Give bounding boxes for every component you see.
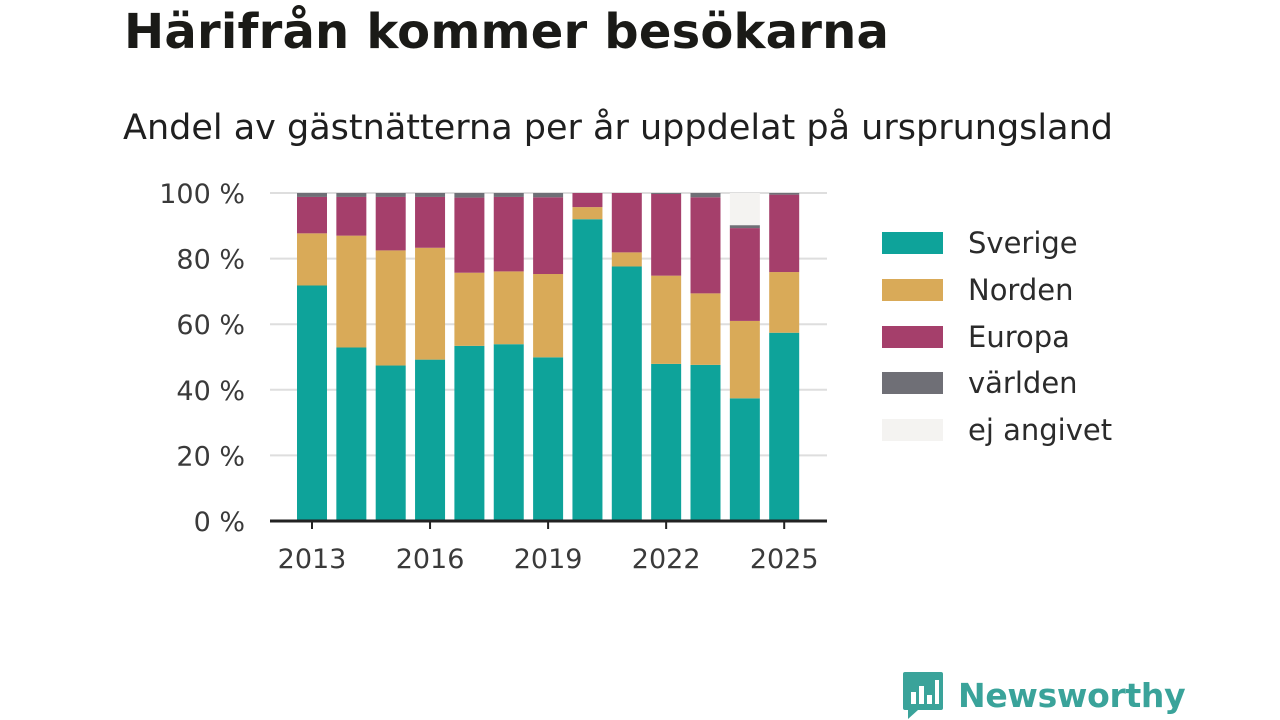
legend-label: Europa [968, 319, 1070, 354]
bar-segment [611, 193, 642, 253]
bar-segment [493, 193, 524, 197]
bar-segment [690, 197, 721, 294]
legend-item: världen [882, 360, 1112, 407]
bar-segment [415, 247, 446, 360]
chart-subtitle: Andel av gästnätterna per år uppdelat på… [123, 108, 1113, 148]
x-tick-label: 2016 [396, 544, 465, 575]
bar-segment [415, 359, 446, 521]
page-title: Härifrån kommer besökarna [124, 4, 890, 60]
bar-segment [297, 233, 327, 286]
bar-segment [336, 196, 367, 236]
bar-segment [729, 193, 760, 226]
bar-segment [375, 196, 406, 251]
bar-segment [454, 345, 485, 521]
bar-chart-speech-bubble-icon [903, 672, 943, 719]
bar-segment [415, 193, 446, 197]
bar-segment [572, 193, 603, 208]
legend-swatch [882, 372, 943, 395]
bar-segment [493, 271, 524, 345]
legend-label: ej angivet [968, 413, 1113, 448]
bar-segment [729, 228, 760, 321]
bar-segment [651, 363, 682, 521]
bar-segment [454, 193, 485, 198]
brand-logo: Newsworthy [902, 670, 1186, 720]
x-tick-label: 2013 [278, 544, 347, 575]
bar-segment [297, 193, 327, 197]
y-tick-label: 60 % [176, 310, 245, 341]
y-tick-label: 0 % [194, 507, 245, 538]
bar-segment [572, 219, 603, 522]
x-tick-label: 2025 [750, 544, 819, 575]
bar-segment [651, 193, 682, 194]
bar-segment [297, 285, 327, 521]
y-tick-label: 20 % [176, 441, 245, 472]
bar-segment [336, 235, 367, 348]
legend-swatch [882, 419, 943, 442]
bar-segment [651, 193, 682, 276]
axes: 0 % 20 % 40 % 60 % 80 % 100 % 2013 2016 2019 2022… [159, 179, 827, 575]
brand-name: Newsworthy [958, 675, 1186, 715]
legend-swatch [882, 232, 943, 255]
bar-segment [336, 347, 367, 521]
bar-segment [533, 274, 564, 358]
bar-segment [493, 344, 524, 521]
bar-segment [533, 197, 564, 275]
bar-segment [611, 266, 642, 521]
y-tick-label: 80 % [176, 245, 245, 276]
bar-segment [769, 193, 800, 195]
x-tick-label: 2019 [514, 544, 583, 575]
bar-segment [454, 197, 485, 273]
bar-segment [336, 193, 367, 197]
bar-segment [297, 196, 327, 234]
bar-segment [611, 252, 642, 267]
legend-item: Europa [882, 313, 1112, 360]
legend-label: världen [968, 366, 1078, 401]
y-tick-label: 40 % [176, 376, 245, 407]
y-tick-label: 100 % [159, 179, 245, 210]
bar-segment [690, 364, 721, 521]
bar-segment [454, 272, 485, 346]
legend-item: Norden [882, 267, 1112, 314]
bars [297, 193, 800, 522]
legend-item: ej angivet [882, 407, 1112, 454]
bar-segment [769, 194, 800, 273]
bar-segment [415, 196, 446, 248]
legend-label: Norden [968, 273, 1074, 308]
legend-swatch [882, 279, 943, 302]
bar-segment [651, 275, 682, 364]
bar-segment [690, 193, 721, 198]
legend-item: Sverige [882, 220, 1112, 267]
bar-segment [493, 196, 524, 272]
bar-segment [729, 320, 760, 399]
bar-segment [729, 398, 760, 521]
bar-segment [769, 332, 800, 521]
bar-segment [533, 193, 564, 198]
bar-segment [690, 293, 721, 365]
bar-segment [375, 250, 406, 366]
bar-segment [572, 207, 603, 220]
bar-segment [375, 365, 406, 521]
bar-segment [769, 272, 800, 333]
legend: Sverige Norden Europa världen ej angivet [882, 220, 1112, 453]
bar-segment [729, 225, 760, 229]
legend-swatch [882, 325, 943, 348]
bar-segment [375, 193, 406, 197]
x-tick-label: 2022 [632, 544, 701, 575]
legend-label: Sverige [968, 226, 1078, 261]
bar-segment [533, 357, 564, 521]
